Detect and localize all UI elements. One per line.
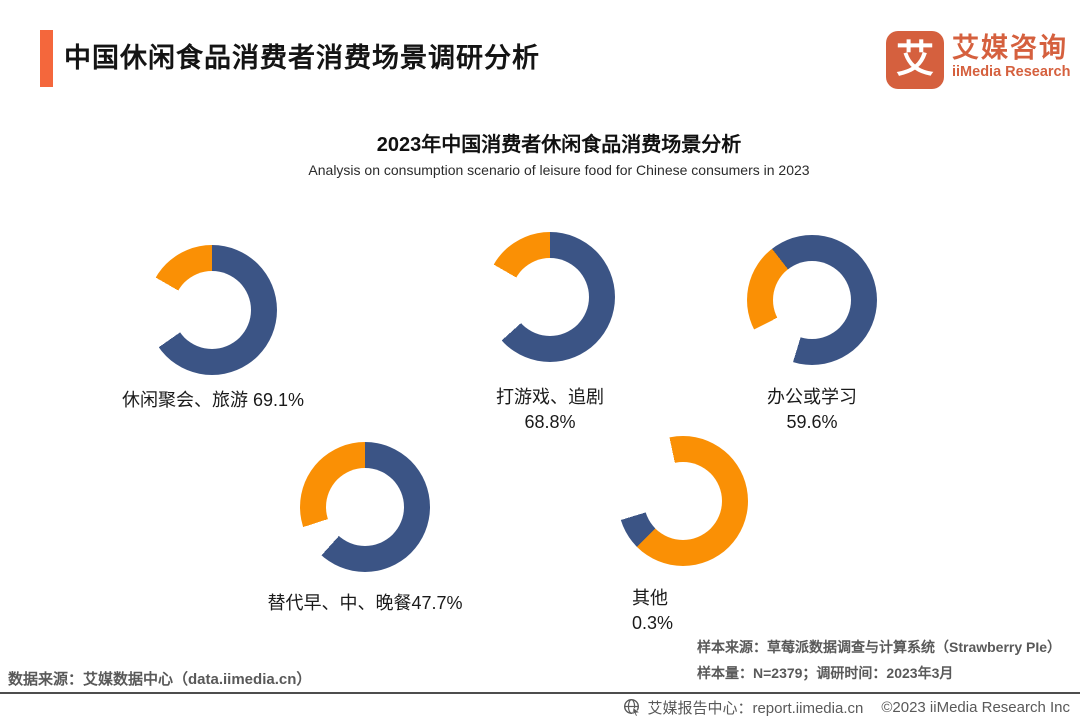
donut-label: 办公或学习 59.6% (652, 385, 972, 435)
donut-gaming-shows: 打游戏、追剧 68.8% (485, 232, 615, 432)
sample-size: 样本量：N=2379；调研时间：2023年3月 (697, 665, 954, 681)
footer-copyright: ©2023 iiMedia Research Inc (881, 698, 1070, 716)
donut-label: 替代早、中、晚餐47.7% (205, 591, 525, 616)
donut-label: 休闲聚会、旅游 69.1% (53, 388, 373, 413)
donut-label-line1: 替代早、中、晚餐47.7% (267, 593, 463, 613)
sample-info: 样本来源：草莓派数据调查与计算系统（Strawberry PIe） 样本量：N=… (697, 634, 1061, 686)
iimedia-logo: 艾 艾媒咨询 iiMedia Research (886, 31, 1070, 89)
donut-other: 其他 0.3% (618, 436, 748, 633)
donut-label-line1: 打游戏、追剧 (496, 387, 604, 407)
iimedia-logo-icon: 艾 (886, 31, 944, 89)
footer-divider (0, 692, 1080, 694)
sample-source: 样本来源：草莓派数据调查与计算系统（Strawberry PIe） (697, 639, 1062, 655)
donut-label-line1: 其他 (632, 588, 668, 608)
donut-ring (747, 235, 877, 365)
footer-report-center: 艾媒报告中心：report.iimedia.cn (647, 699, 864, 717)
chart-title: 2023年中国消费者休闲食品消费场景分析 (376, 134, 742, 156)
footer: 艾媒报告中心：report.iimedia.cn ©2023 iiMedia R… (0, 694, 1080, 720)
donut-label: 打游戏、追剧 68.8% (390, 385, 710, 435)
data-source: 数据来源：艾媒数据中心（data.iimedia.cn） (8, 671, 312, 688)
title-accent-bar (40, 30, 53, 87)
logo-name-en: iiMedia Research (952, 64, 1071, 80)
donut-ring (618, 436, 748, 566)
donut-label-line1: 办公或学习 (767, 387, 857, 407)
donut-meal-replacement: 替代早、中、晚餐47.7% (267, 442, 463, 613)
donut-ring (147, 245, 277, 375)
donut-label: 其他 0.3% (632, 586, 832, 636)
donut-ring (485, 232, 615, 362)
donut-label-line1: 休闲聚会、旅游 69.1% (121, 390, 305, 410)
donut-label-line2: 68.8% (524, 412, 576, 432)
logo-text: 艾媒咨询 iiMedia Research (952, 31, 1070, 81)
page-title: 中国休闲食品消费者消费场景调研分析 (64, 43, 540, 73)
donut-label-line2: 59.6% (786, 412, 838, 432)
logo-glyph: 艾 (895, 39, 934, 81)
logo-name-cn: 艾媒咨询 (952, 33, 1068, 63)
chart-subtitle: Analysis on consumption scenario of leis… (308, 162, 810, 178)
donut-label-line2: 0.3% (632, 613, 674, 633)
donut-work-study: 办公或学习 59.6% (747, 235, 877, 432)
donut-ring (300, 442, 430, 572)
donut-leisure-gathering-travel: 休闲聚会、旅游 69.1% (122, 245, 304, 410)
globe-cursor-icon (623, 698, 641, 716)
